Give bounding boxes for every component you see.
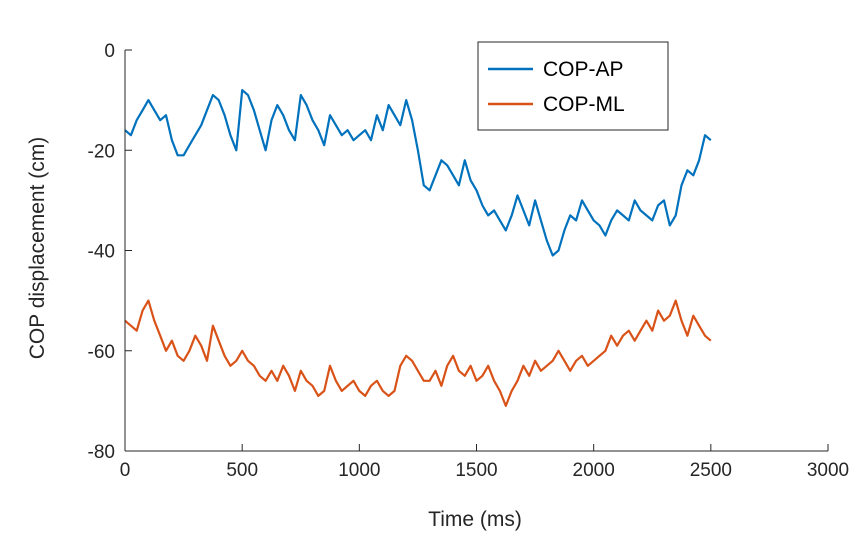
legend-label-cop-ap: COP-AP [543,58,624,81]
series-line-cop-ml [124,299,712,407]
legend-label-cop-ml: COP-ML [543,93,625,116]
y-tick-label: -40 [88,242,115,263]
x-tick-label: 1000 [338,460,380,481]
y-axis-title: COP displacement (cm) [26,137,49,360]
legend: COP-AP COP-ML [477,41,669,131]
x-tick-label: 500 [226,460,258,481]
x-tick-label: 1500 [455,460,497,481]
legend-box [477,41,669,131]
y-tick-label: -60 [88,342,115,363]
x-tick-label: 3000 [807,460,849,481]
y-tick-label: 0 [104,41,115,62]
x-axis-title: Time (ms) [428,508,522,531]
x-tick-label: 2000 [573,460,615,481]
x-tick-label: 2500 [690,460,732,481]
y-tick-label: -80 [88,442,115,463]
ticks: 0 500 1000 1500 2000 2500 3000 0 -20 -40 -60 -80 [88,41,850,481]
y-tick-label: -20 [88,141,115,162]
series-line-cop-ap [124,88,712,257]
x-tick-label: 0 [120,460,131,481]
plot-lines [124,88,712,407]
